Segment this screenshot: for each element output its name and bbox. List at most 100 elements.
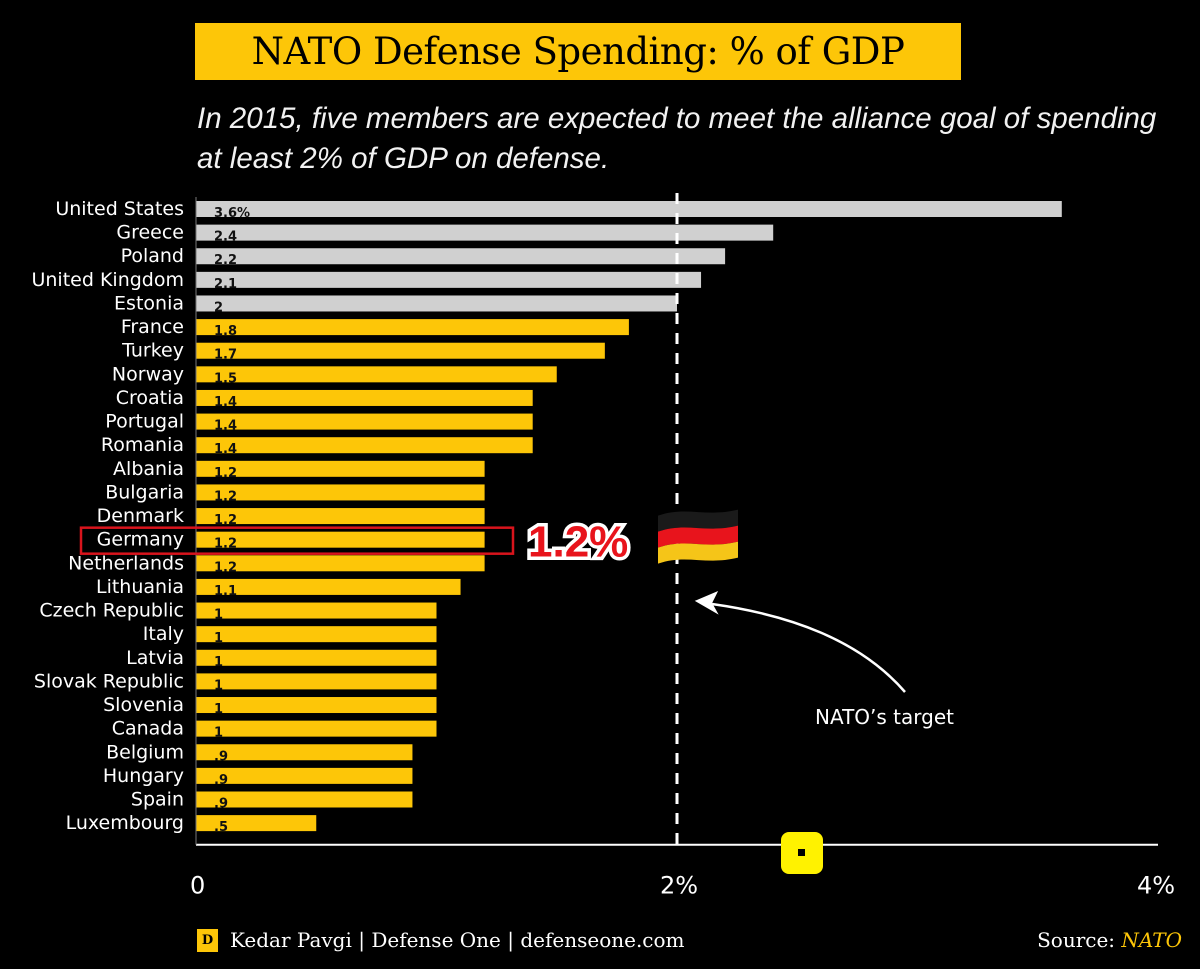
value-label: 1.4 (214, 395, 237, 410)
country-label: Albania (113, 458, 184, 480)
chart-title: NATO Defense Spending: % of GDP (251, 30, 905, 73)
country-label: Greece (116, 222, 184, 244)
country-label: Turkey (121, 340, 184, 362)
bars-group (196, 201, 1062, 832)
bar-denmark (196, 508, 485, 525)
value-label: 1 (214, 726, 223, 741)
country-label: Luxembourg (66, 812, 184, 834)
target-annotation-label: NATO’s target (815, 705, 954, 729)
country-label: Slovenia (103, 694, 184, 716)
scroll-handle[interactable] (781, 832, 823, 874)
country-label: Lithuania (96, 576, 184, 598)
country-label: Czech Republic (39, 600, 184, 622)
value-label: 1 (214, 678, 223, 693)
value-label: 1.1 (214, 584, 237, 599)
country-label: Poland (121, 245, 184, 267)
value-label: 3.6% (214, 206, 250, 221)
bar-bulgaria (196, 484, 485, 501)
country-label: United States (55, 198, 184, 220)
x-tick-label: 0 (190, 872, 205, 900)
credit-text: Kedar Pavgi | Defense One | defenseone.c… (230, 928, 685, 952)
value-labels-group: 3.6%2.42.22.121.81.71.51.41.41.41.21.21.… (214, 206, 250, 835)
value-label: 1.4 (214, 442, 237, 457)
value-label: 2.1 (214, 277, 237, 292)
scroll-handle-grip-icon (798, 849, 805, 856)
value-label: 1.8 (214, 324, 237, 339)
value-label: 2 (214, 300, 223, 315)
bar-estonia (196, 295, 677, 312)
value-label: 2.4 (214, 230, 237, 245)
bar-turkey (196, 342, 605, 359)
country-label: Italy (143, 623, 184, 645)
bar-slovenia (196, 697, 437, 714)
bar-norway (196, 366, 557, 383)
bar-slovak-republic (196, 673, 437, 690)
country-label: Portugal (105, 411, 184, 433)
value-label: 1.4 (214, 419, 237, 434)
value-label: 1.5 (214, 371, 237, 386)
x-tick-label: 2% (660, 872, 698, 900)
country-label: Spain (131, 789, 184, 811)
bar-croatia (196, 389, 533, 406)
country-label: Bulgaria (105, 481, 184, 503)
country-label: Estonia (114, 292, 184, 314)
value-label: 1 (214, 655, 223, 670)
value-label: 1.7 (214, 348, 237, 363)
country-label: Latvia (126, 647, 184, 669)
target-arrow-icon (711, 602, 906, 693)
value-label: .9 (214, 797, 228, 812)
country-label: Netherlands (68, 552, 184, 574)
source-credit: Source: NATO (1037, 928, 1182, 952)
bar-spain (196, 791, 413, 808)
country-label: Croatia (116, 387, 184, 409)
country-label: Denmark (97, 505, 184, 527)
bar-united-kingdom (196, 271, 702, 288)
bar-germany (196, 531, 485, 548)
source-label: Source: (1037, 928, 1116, 952)
footer-credit: D Kedar Pavgi | Defense One | defenseone… (197, 928, 685, 952)
bar-hungary (196, 767, 413, 784)
value-label: 2.2 (214, 253, 237, 268)
bar-romania (196, 437, 533, 454)
country-label: Germany (97, 529, 184, 551)
bar-italy (196, 626, 437, 643)
bar-greece (196, 224, 774, 241)
value-label: .9 (214, 773, 228, 788)
country-label: Belgium (106, 741, 184, 763)
x-tick-labels-group: 0 2% 4% (190, 872, 1175, 900)
value-label: .9 (214, 749, 228, 764)
source-link[interactable]: NATO (1121, 928, 1182, 952)
country-label: Canada (112, 718, 184, 740)
bar-latvia (196, 649, 437, 666)
bar-czech-republic (196, 602, 437, 619)
target-arrowhead-icon (694, 591, 719, 615)
germany-highlight-box (79, 526, 515, 555)
bar-lithuania (196, 578, 461, 595)
value-label: 1.2 (214, 466, 237, 481)
country-label: Romania (101, 434, 184, 456)
value-label: 1 (214, 631, 223, 646)
chart-subtitle: In 2015, five members are expected to me… (197, 102, 1157, 175)
bar-canada (196, 720, 437, 737)
value-label: 1.2 (214, 489, 237, 504)
defense-one-logo-icon: D (197, 928, 218, 952)
bar-france (196, 319, 629, 336)
bar-albania (196, 460, 485, 477)
country-label: Norway (112, 363, 184, 385)
x-tick-label: 4% (1137, 872, 1175, 900)
germany-flag-icon (658, 509, 738, 564)
country-label: France (121, 316, 184, 338)
germany-callout-value: 1.2% (528, 518, 628, 567)
title-banner: NATO Defense Spending: % of GDP (195, 23, 961, 80)
value-label: 1 (214, 702, 223, 717)
value-label: 1 (214, 608, 223, 623)
value-label: 1.2 (214, 537, 237, 552)
value-label: .5 (214, 820, 228, 835)
country-label: Slovak Republic (34, 670, 184, 692)
bar-belgium (196, 744, 413, 761)
bar-poland (196, 248, 726, 265)
country-label: Hungary (103, 765, 184, 787)
bar-netherlands (196, 555, 485, 572)
